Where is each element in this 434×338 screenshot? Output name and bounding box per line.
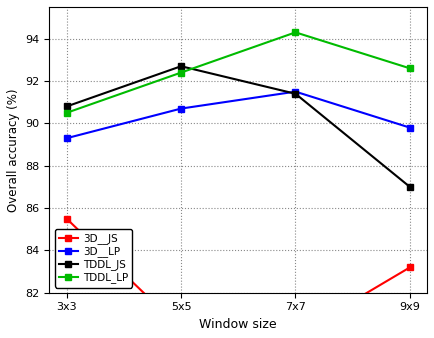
TDDL_JS (407, 185, 412, 189)
Y-axis label: Overall accuracy (%): Overall accuracy (%) (7, 88, 20, 212)
TDDL_JS (178, 64, 184, 68)
3D__LP (64, 136, 69, 140)
3D__JS (293, 333, 298, 337)
3D__JS (178, 327, 184, 331)
TDDL_LP (293, 30, 298, 34)
TDDL_LP (407, 66, 412, 70)
3D__JS (64, 217, 69, 221)
3D__JS (407, 265, 412, 269)
Line: 3D__LP: 3D__LP (63, 88, 413, 142)
3D__LP (178, 106, 184, 111)
TDDL_LP (64, 111, 69, 115)
TDDL_LP (178, 71, 184, 75)
Line: TDDL_JS: TDDL_JS (63, 63, 413, 190)
Line: 3D__JS: 3D__JS (63, 215, 413, 338)
Legend: 3D__JS, 3D__LP, TDDL_JS, TDDL_LP: 3D__JS, 3D__LP, TDDL_JS, TDDL_LP (55, 230, 132, 288)
TDDL_JS (293, 92, 298, 96)
3D__LP (293, 90, 298, 94)
X-axis label: Window size: Window size (200, 318, 277, 331)
3D__LP (407, 126, 412, 130)
Line: TDDL_LP: TDDL_LP (63, 29, 413, 116)
TDDL_JS (64, 104, 69, 108)
